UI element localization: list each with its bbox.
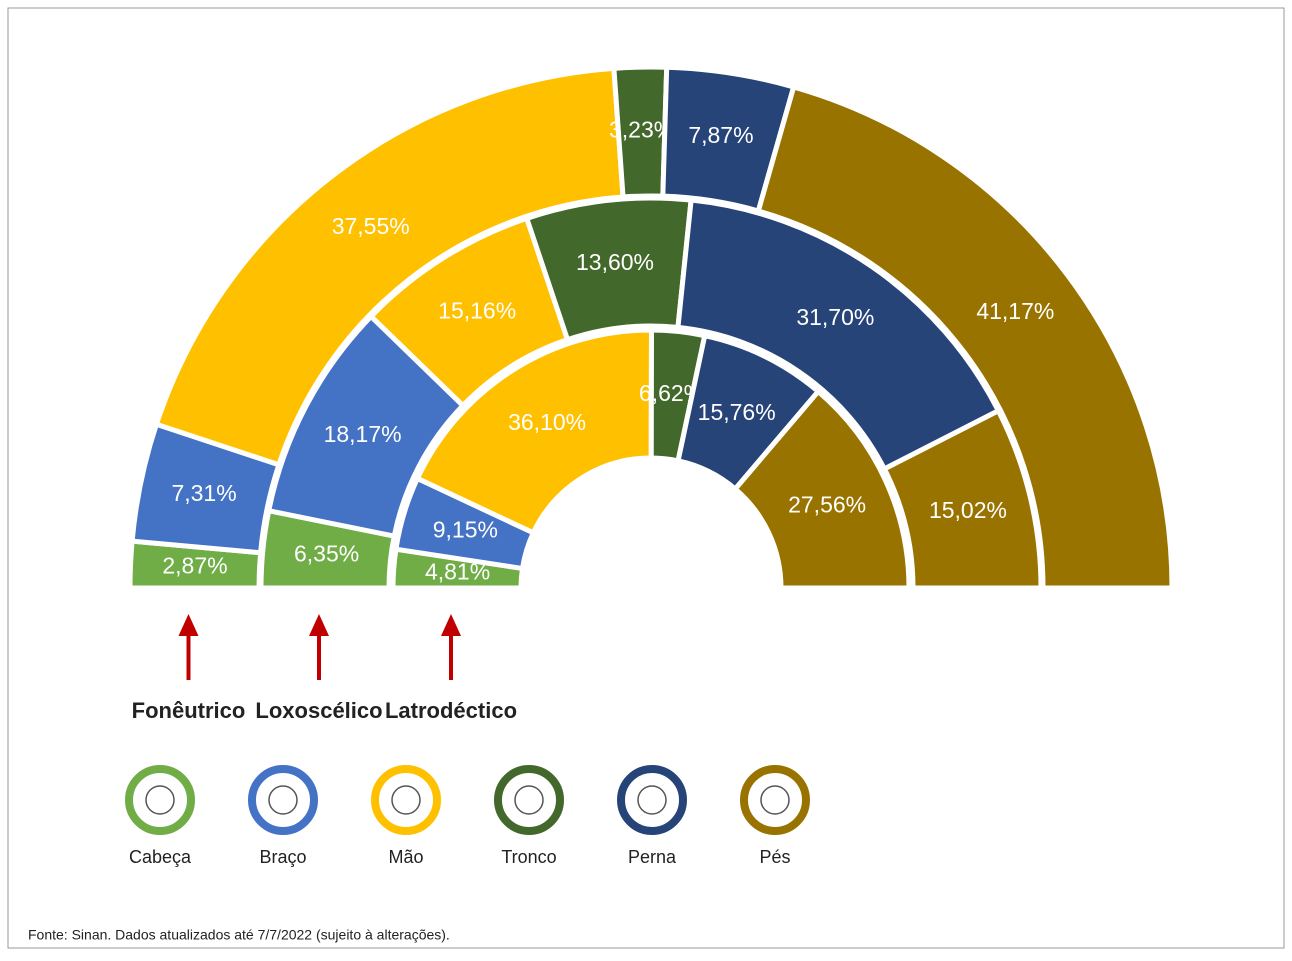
value-label: 9,15% xyxy=(433,517,498,543)
series-name: Latrodéctico xyxy=(385,698,517,723)
legend-icon xyxy=(740,765,810,835)
legend-icon xyxy=(248,765,318,835)
legend-label: Cabeça xyxy=(129,847,192,867)
legend-label: Mão xyxy=(388,847,423,867)
legend-icon-inner xyxy=(514,785,544,815)
legend-icon-inner xyxy=(637,785,667,815)
legend-icon-inner xyxy=(145,785,175,815)
series-name: Loxoscélico xyxy=(255,698,382,723)
segment xyxy=(731,387,912,591)
value-label: 15,02% xyxy=(929,497,1007,523)
segment xyxy=(881,407,1044,591)
legend-label: Braço xyxy=(259,847,306,867)
value-label: 7,31% xyxy=(171,480,236,506)
value-label: 15,16% xyxy=(438,297,516,323)
legend-icon-inner xyxy=(268,785,298,815)
arrow-head xyxy=(441,614,461,636)
value-label: 6,35% xyxy=(294,541,359,567)
segment xyxy=(414,327,654,537)
series-name: Fonêutrico xyxy=(132,698,246,723)
legend-label: Tronco xyxy=(501,847,556,867)
value-label: 41,17% xyxy=(976,298,1054,324)
legend-icon-inner xyxy=(391,785,421,815)
source-note: Fonte: Sinan. Dados atualizados até 7/7/… xyxy=(28,927,450,943)
legend-label: Pés xyxy=(759,847,790,867)
value-label: 36,10% xyxy=(508,409,586,435)
value-label: 31,70% xyxy=(796,304,874,330)
legend-icon xyxy=(617,765,687,835)
legend-icon-inner xyxy=(760,785,790,815)
arrow-head xyxy=(178,614,199,636)
value-label: 27,56% xyxy=(788,492,866,518)
legend-icon xyxy=(494,765,564,835)
value-label: 37,55% xyxy=(332,213,410,239)
value-label: 15,76% xyxy=(698,399,776,425)
value-label: 13,60% xyxy=(576,249,654,275)
value-label: 7,87% xyxy=(688,122,753,148)
legend-icon xyxy=(125,765,195,835)
legend-label: Perna xyxy=(628,847,677,867)
value-label: 18,17% xyxy=(324,421,402,447)
legend-icon xyxy=(371,765,441,835)
frame xyxy=(7,7,1285,949)
value-label: 2,87% xyxy=(162,553,227,579)
arrow-head xyxy=(309,614,329,636)
